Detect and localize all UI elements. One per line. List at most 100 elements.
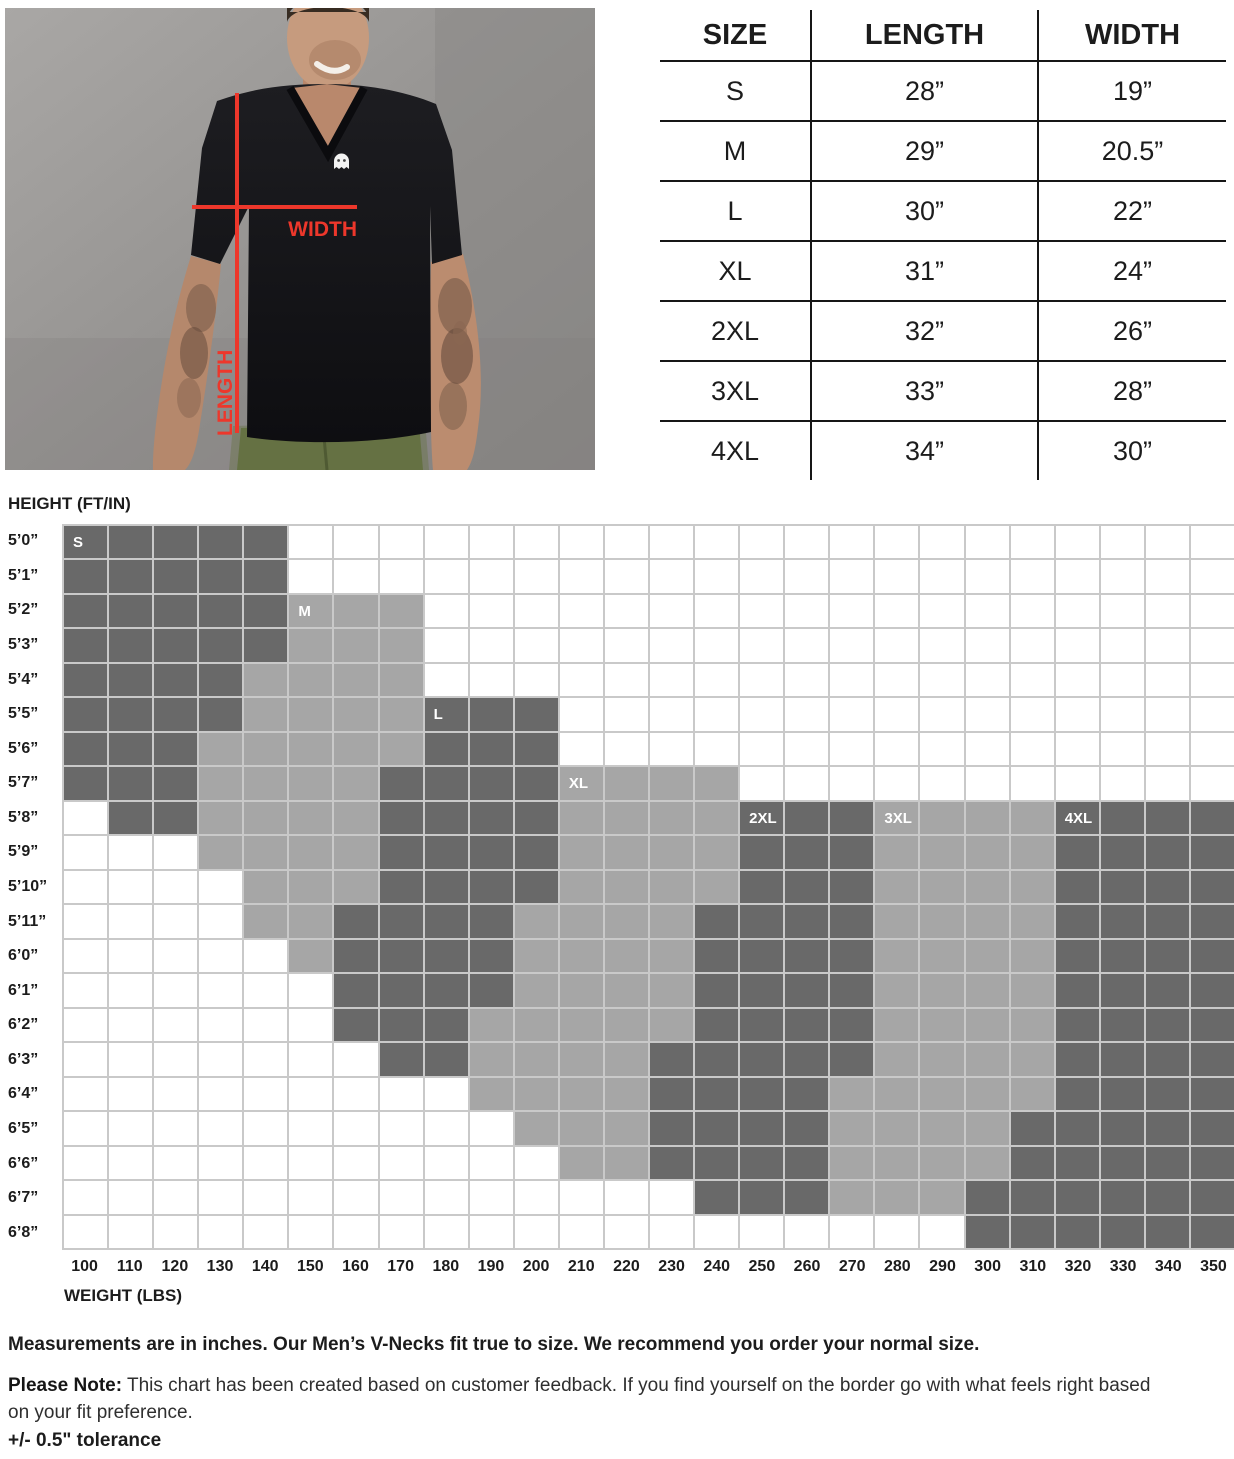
heatmap-cell	[109, 870, 153, 904]
size-table-header-size: SIZE	[702, 18, 768, 51]
heatmap-cell	[695, 974, 739, 1007]
weight-label: 160	[342, 1258, 369, 1275]
heatmap-cell	[1010, 526, 1054, 559]
heatmap-cell	[965, 905, 1009, 938]
heatmap-cell	[289, 560, 333, 593]
heatmap-cell	[1190, 663, 1234, 697]
weight-label: 230	[658, 1258, 685, 1275]
heatmap-cell	[64, 974, 108, 1007]
heatmap-cell	[334, 1146, 378, 1180]
heatmap-cell	[199, 974, 243, 1007]
heatmap-cell	[514, 1008, 558, 1042]
heatmap-cell	[154, 1008, 198, 1042]
heatmap-cell	[64, 1146, 108, 1180]
heatmap-cell	[154, 1043, 198, 1076]
heatmap-cell	[604, 594, 648, 628]
heatmap-cell	[695, 905, 739, 938]
heatmap-cell	[740, 974, 784, 1007]
heatmap-cell	[1010, 801, 1054, 835]
heatmap-cell	[424, 974, 468, 1007]
weight-label: 260	[793, 1258, 821, 1275]
heatmap-cell	[469, 1077, 513, 1111]
heatmap-cell	[199, 836, 243, 869]
heatmap-cell	[785, 870, 829, 904]
heatmap-cell	[469, 1215, 513, 1248]
heatmap-cell	[1055, 698, 1099, 731]
heatmap-cell	[469, 629, 513, 662]
heatmap-cell	[199, 629, 243, 662]
heatmap-cell	[604, 526, 648, 559]
heatmap-cell	[1145, 629, 1189, 662]
heatmap-cell	[830, 801, 874, 835]
heatmap-cell	[920, 1181, 964, 1214]
heatmap-cell	[199, 767, 243, 800]
height-label: 5’0”	[8, 532, 39, 550]
heatmap-cell	[424, 732, 468, 766]
weight-label: 250	[748, 1258, 776, 1275]
heatmap-cell	[785, 767, 829, 800]
size-table-cell: 34”	[810, 422, 1037, 480]
heatmap-cell	[559, 732, 603, 766]
heatmap-cell	[199, 1112, 243, 1145]
heatmap-cell	[1190, 732, 1234, 766]
heatmap-cell	[875, 698, 919, 731]
heatmap-cell	[785, 1146, 829, 1180]
heatmap-cell	[64, 870, 108, 904]
heatmap-cell	[109, 905, 153, 938]
heatmap-cell	[109, 1146, 153, 1180]
heatmap-cell	[604, 629, 648, 662]
heatmap-cell	[514, 594, 558, 628]
heatmap-cell	[650, 1008, 694, 1042]
weight-label: 240	[703, 1258, 731, 1275]
heatmap-cell	[64, 629, 108, 662]
heatmap-cell	[469, 801, 513, 835]
heatmap-cell	[1010, 560, 1054, 593]
weight-label: 110	[116, 1258, 143, 1275]
heatmap-cell	[334, 939, 378, 973]
heatmap-cell	[875, 767, 919, 800]
heatmap-cell	[289, 836, 333, 869]
zone-label-s: S	[64, 526, 108, 559]
weight-label: 340	[1154, 1258, 1182, 1275]
please-note-paragraph: Please Note: This chart has been created…	[8, 1372, 1158, 1426]
heatmap-cell	[695, 939, 739, 973]
heatmap-cell	[424, 1077, 468, 1111]
size-table-body: S 28” 19” M 29” 20.5” L 30” 22” XL 31” 24” 2XL 32” 26”…	[660, 62, 1226, 480]
heatmap-cell	[469, 767, 513, 800]
heatmap-cell	[1010, 1146, 1054, 1180]
heatmap-cell	[920, 1008, 964, 1042]
heatmap-cell	[830, 732, 874, 766]
heatmap-cell	[289, 801, 333, 835]
vneck-opening	[292, 84, 362, 148]
heatmap-cell	[559, 1112, 603, 1145]
size-table-cell: 20.5”	[1037, 122, 1226, 180]
heatmap-cell	[64, 1181, 108, 1214]
heatmap-cell	[109, 801, 153, 835]
heatmap-cell	[785, 974, 829, 1007]
heatmap-cell	[289, 663, 333, 697]
heatmap-cell	[199, 801, 243, 835]
heatmap-cell	[199, 698, 243, 731]
vneck-collar	[286, 86, 368, 163]
heatmap-cell	[1010, 1077, 1054, 1111]
heatmap-cell	[244, 1146, 288, 1180]
heatmap-cell	[469, 1112, 513, 1145]
heatmap-cell	[695, 663, 739, 697]
heatmap-cell	[965, 939, 1009, 973]
heatmap-cell	[109, 1008, 153, 1042]
heatmap-cell	[514, 836, 558, 869]
heatmap-cell	[830, 1112, 874, 1145]
heatmap-cell	[1100, 1043, 1144, 1076]
height-label: 5’5”	[8, 705, 39, 723]
heatmap-cell	[604, 801, 648, 835]
heatmap-cell	[289, 767, 333, 800]
heatmap-cell	[514, 629, 558, 662]
heatmap-cell	[650, 1077, 694, 1111]
heatmap-cell	[244, 1112, 288, 1145]
heatmap-cell	[604, 1008, 648, 1042]
heatmap-cell	[424, 1146, 468, 1180]
heatmap-cell	[1100, 939, 1144, 973]
heatmap-cell	[875, 1146, 919, 1180]
heatmap-cell	[289, 732, 333, 766]
zone-label-l: L	[424, 698, 468, 731]
